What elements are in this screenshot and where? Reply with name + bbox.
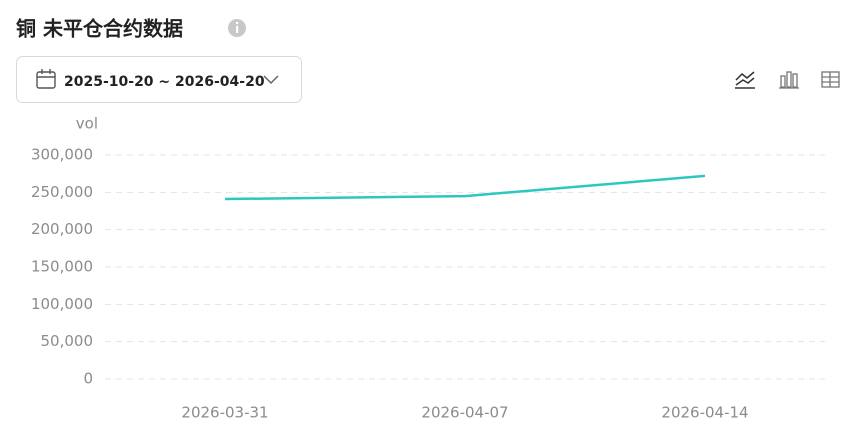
data-line [224, 174, 706, 201]
plot-area: 0 50,000 100,000 150,000 200,000 250,000 300,0… [31, 146, 825, 422]
x-tick-label: 2026-03-31 [181, 404, 268, 422]
y-tick-label: 0 [83, 370, 93, 388]
y-tick-label: 200,000 [31, 220, 93, 238]
y-tick-label: 50,000 [41, 332, 94, 350]
table-view-button[interactable] [821, 71, 840, 88]
y-tick-label: 250,000 [31, 183, 93, 201]
title: 铜 未平仓合约数据 [16, 17, 183, 41]
bar-view-button[interactable] [779, 71, 799, 89]
calendar-icon [36, 69, 56, 89]
y-axis-label: vol [76, 115, 98, 133]
date-range: 2025-10-20 ~ 2026-04-20 [64, 74, 265, 90]
line-view-button[interactable] [735, 71, 755, 89]
y-tick-label: 300,000 [31, 146, 93, 164]
x-tick-label: 2026-04-14 [661, 404, 748, 422]
y-tick-label: 150,000 [31, 258, 93, 276]
info-icon[interactable] [228, 19, 246, 37]
dropdown-chevron [263, 75, 279, 85]
x-tick-label: 2026-04-07 [421, 404, 508, 422]
y-tick-label: 100,000 [31, 295, 93, 313]
date-picker[interactable]: 2025-10-20 ~ 2026-04-20 [16, 56, 302, 103]
